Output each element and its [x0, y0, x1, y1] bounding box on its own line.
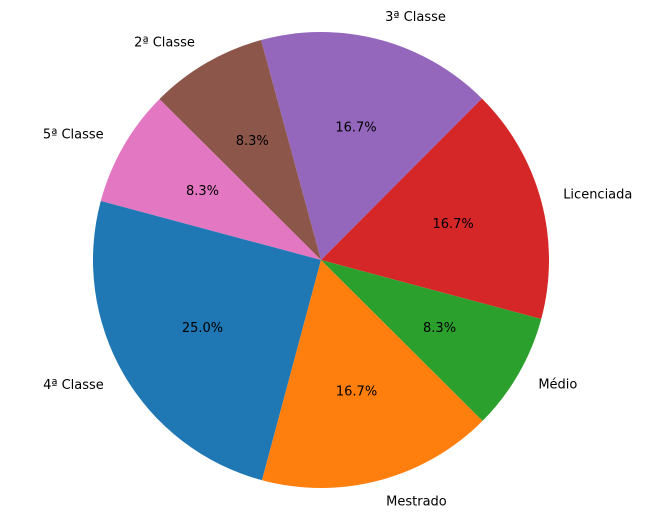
pie-slice-licenciada	[321, 98, 549, 320]
slice-value-3-classe: 16.7%	[335, 120, 376, 135]
slice-label-medio: Médio	[538, 378, 577, 393]
slice-label-2-classe: 2ª Classe	[134, 36, 195, 51]
pie-labels: Licenciada 16.7% 3ª Classe 16.7% 2ª Classe 8.…	[43, 10, 632, 510]
pie-slice-3-classe	[261, 32, 482, 260]
slice-value-2-classe: 8.3%	[236, 134, 269, 149]
slice-label-mestrado: Mestrado	[386, 495, 447, 510]
pie-slice-2-classe	[159, 40, 321, 260]
slice-label-5-classe: 5ª Classe	[43, 127, 104, 142]
pie-slice-medio	[321, 260, 542, 421]
slice-value-licenciada: 16.7%	[432, 217, 473, 232]
slice-label-licenciada: Licenciada	[563, 187, 632, 202]
slice-label-4-classe: 4ª Classe	[43, 378, 104, 393]
slice-value-4-classe: 25.0%	[182, 321, 223, 336]
pie-slice-5-classe	[100, 99, 322, 261]
pie-slice-mestrado	[261, 260, 483, 488]
pie-slice-4-classe	[93, 200, 322, 481]
slice-value-medio: 8.3%	[423, 321, 456, 336]
slice-value-mestrado: 16.7%	[336, 385, 377, 400]
pie-slices	[93, 32, 549, 488]
slice-value-5-classe: 8.3%	[186, 184, 219, 199]
slice-label-3-classe: 3ª Classe	[385, 10, 446, 25]
